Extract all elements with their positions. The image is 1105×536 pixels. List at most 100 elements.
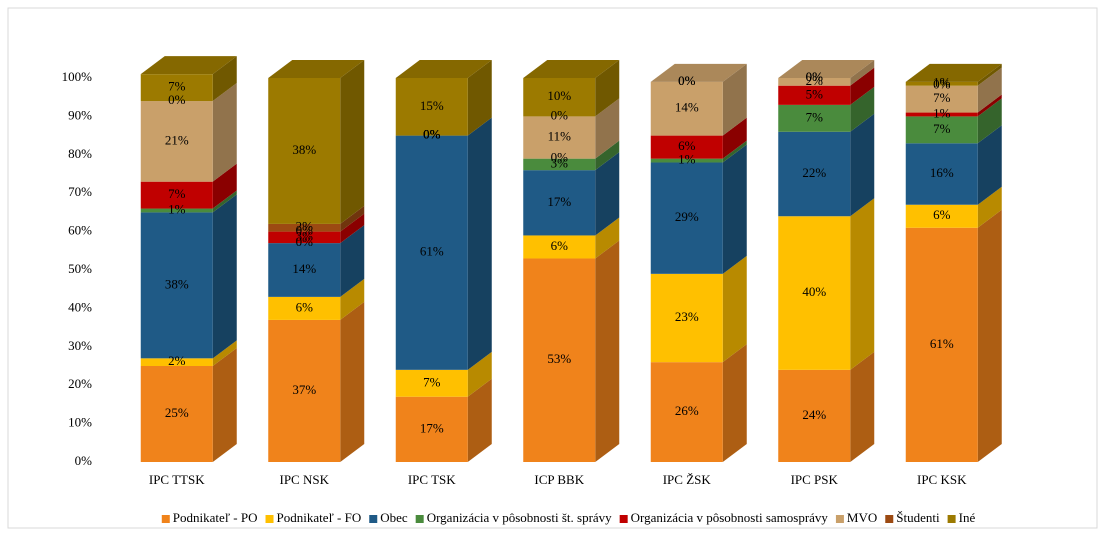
data-label: 2% [806,73,824,88]
bar-segment [650,162,723,274]
data-label: 61% [930,336,954,351]
bar-top [650,63,747,82]
legend-label: Organizácia v pôsobnosti št. správy [427,510,612,525]
bar-segment [905,112,978,117]
data-label: 3% [551,155,569,170]
bar-segment [268,319,341,462]
data-label: 0% [423,127,441,142]
bar-side [212,56,237,102]
bar-segment [905,227,978,462]
bar-side [467,378,492,462]
data-label: 1% [168,201,186,216]
y-tick-label: 40% [68,299,92,314]
bar-segment [140,208,213,213]
bar-side [722,344,747,462]
bar-segment [778,85,851,105]
data-label: 14% [292,261,316,276]
data-label: 53% [547,351,571,366]
data-label: 0% [933,77,951,92]
data-label: 0% [806,69,824,84]
bar-top [778,60,875,78]
legend-marker [369,515,378,523]
data-label: 61% [420,244,444,259]
data-label: 38% [292,142,316,157]
y-tick-label: 70% [68,184,92,199]
data-label: 6% [551,238,569,253]
data-label: 0% [551,107,569,122]
data-label: 7% [933,90,951,105]
bar-segment [905,116,978,144]
bar-segment [140,358,213,366]
bar-top [523,60,620,78]
data-label: 0% [678,73,696,88]
data-label: 0% [678,73,696,88]
data-label: 37% [292,382,316,397]
bar-side [340,60,365,224]
bar-side [850,86,875,132]
x-tick-label: IPC TSK [408,472,456,487]
bar-segment [268,243,341,297]
data-label: 26% [675,403,699,418]
data-label: 1% [933,105,951,120]
bar-segment [778,216,851,370]
data-label: 17% [547,194,571,209]
data-label: 7% [168,79,186,94]
bar-side [595,60,620,117]
bar-side [722,255,747,363]
x-tick-label: IPC ŽSK [663,472,712,487]
bar-segment [778,369,851,462]
data-label: 5% [806,86,824,101]
data-label: 1% [933,75,951,90]
legend-label: Podnikateľ - PO [173,510,258,525]
bar-side [722,144,747,274]
bar-side [977,125,1002,205]
bar-segment [523,258,596,462]
bar-segment [395,135,468,370]
data-label: 7% [423,374,441,389]
y-tick-label: 30% [68,338,92,353]
x-tick-label: IPC KSK [917,472,967,487]
data-label: 7% [168,186,186,201]
y-tick-label: 20% [68,376,92,391]
bar-side [850,67,875,105]
bar-segment [395,369,468,397]
data-label: 16% [930,165,954,180]
bar-segment [140,101,213,182]
bar-side [212,163,237,209]
data-label: 0% [423,127,441,142]
bar-top [268,60,365,78]
bar-segment [523,158,596,171]
legend-marker [835,515,844,523]
bar-segment [905,143,978,205]
data-label: 0% [296,223,314,238]
bar-side [212,340,237,366]
data-label: 21% [165,132,189,147]
bar-side [467,117,492,370]
bar-segment [523,116,596,159]
y-tick-label: 50% [68,261,92,276]
data-label: 6% [678,138,696,153]
bar-top [905,63,1002,82]
bar-side [595,217,620,259]
data-label: 17% [420,420,444,435]
bar-segment [650,81,723,136]
bar-side [977,94,1002,117]
bar-side [722,117,747,159]
bar-side [595,240,620,462]
bar-side [340,225,365,297]
bar-side [977,98,1002,144]
bar-side [722,63,747,136]
legend-marker [947,515,956,523]
bar-side [340,278,365,320]
legend-label: Organizácia v pôsobnosti samosprávy [631,510,829,525]
x-tick-label: IPC TTSK [149,472,205,487]
data-label: 7% [806,109,824,124]
y-tick-label: 0% [75,453,93,468]
bar-side [595,98,620,159]
bar-side [212,83,237,182]
data-label: 29% [675,209,699,224]
data-label: 0% [806,69,824,84]
bar-segment [650,135,723,159]
bar-side [977,209,1002,462]
bar-segment [778,104,851,132]
